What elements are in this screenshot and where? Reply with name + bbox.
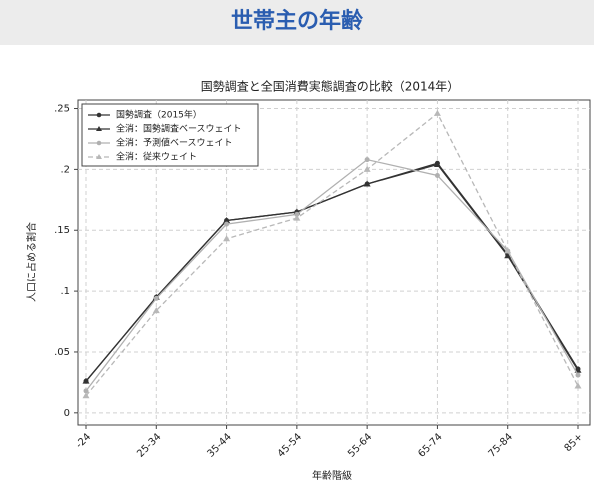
- legend-label: 全消：国勢調査ベースウェイト: [116, 123, 242, 135]
- header-title: 世帯主の年齢: [231, 8, 364, 34]
- data-point: [433, 109, 441, 116]
- x-tick-label: 45-54: [276, 431, 304, 459]
- x-tick-label: 35-44: [205, 431, 233, 459]
- plot-frame: [77, 99, 591, 426]
- data-point: [153, 295, 159, 301]
- data-point: [364, 157, 370, 163]
- y-tick-label: .05: [54, 347, 70, 358]
- series-line: [85, 162, 579, 382]
- legend-marker: [96, 112, 102, 118]
- data-point: [363, 165, 371, 172]
- legend-marker: [96, 126, 102, 131]
- data-point: [434, 172, 440, 178]
- data-point: [574, 382, 582, 389]
- data-point: [294, 211, 300, 217]
- data-point: [83, 388, 89, 394]
- x-tick-label: 55-64: [346, 431, 374, 459]
- data-point: [82, 377, 90, 384]
- y-tick-label: .2: [60, 164, 70, 175]
- legend-label: 国勢調査（2015年）: [116, 109, 202, 121]
- legend-marker: [96, 154, 102, 159]
- data-point: [223, 217, 231, 224]
- x-tick-label: 25-34: [135, 431, 163, 459]
- chart-title: 国勢調査と全国消費実態調査の比較（2014年）: [201, 79, 460, 94]
- x-tick-label: 65-74: [416, 431, 444, 459]
- y-tick-label: .15: [54, 225, 70, 236]
- series-line: [85, 163, 579, 382]
- data-point: [223, 235, 231, 242]
- data-point: [363, 180, 371, 187]
- data-point: [152, 307, 160, 314]
- legend-label: 全消：従来ウェイト: [116, 151, 197, 163]
- data-point: [82, 392, 90, 399]
- header-band: [0, 0, 594, 45]
- data-point: [575, 372, 581, 378]
- x-tick-label: 75-84: [487, 431, 515, 459]
- y-axis-label: 人口に占める割合: [25, 222, 38, 302]
- legend-box: [81, 103, 259, 167]
- y-tick-label: .25: [54, 104, 70, 115]
- data-point: [433, 161, 441, 168]
- x-tick-label: 85+: [563, 431, 586, 454]
- series-line: [85, 158, 579, 392]
- x-axis-label: 年齢階級: [312, 469, 352, 482]
- x-tick-label: -24: [74, 431, 93, 450]
- y-tick-label: 0: [64, 408, 70, 419]
- data-point: [504, 247, 512, 254]
- data-point: [504, 252, 512, 259]
- series-line: [85, 112, 579, 397]
- y-tick-label: .1: [60, 286, 70, 297]
- data-point: [224, 221, 230, 227]
- data-point: [293, 214, 301, 221]
- legend-label: 全消：予測値ベースウェイト: [116, 137, 233, 149]
- legend-marker: [96, 140, 102, 146]
